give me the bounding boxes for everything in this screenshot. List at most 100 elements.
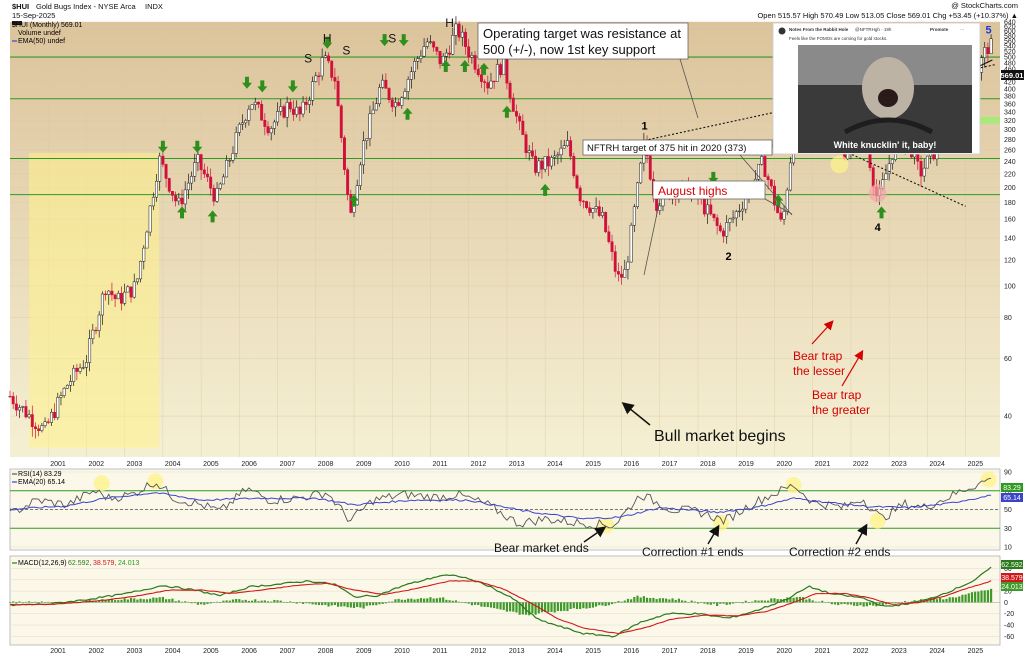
macd-histogram-bar [352, 602, 356, 608]
macd-histogram-bar [403, 599, 407, 603]
price-tick-label: 520 [1004, 49, 1016, 56]
candle-body [132, 281, 136, 298]
macd-x-tick-label: 2018 [700, 648, 716, 655]
macd-histogram-bar [553, 602, 556, 613]
macd-histogram-bar [368, 602, 372, 606]
macd-histogram-bar [814, 601, 817, 603]
macd-histogram-bar [196, 602, 200, 605]
candle-body [588, 207, 592, 213]
macd-histogram-bar [317, 602, 321, 606]
candle-body [244, 120, 248, 124]
tweet-account: Notes From the Rabbit Hole [789, 27, 849, 32]
candle-body [317, 75, 321, 77]
candle-body [323, 55, 327, 58]
macd-histogram-bar [687, 602, 690, 603]
macd-histogram-bar [410, 598, 413, 603]
candle-body [43, 421, 47, 426]
macd-histogram-bar [652, 597, 655, 603]
macd-histogram-bar [617, 601, 620, 603]
rsi-ema-last-value: 65.14 [1003, 495, 1021, 502]
macd-histogram-bar [792, 597, 795, 603]
candle-body [890, 159, 894, 165]
candle-body [346, 169, 350, 195]
arrow-down-icon [192, 140, 203, 153]
wave-label: 1 [641, 121, 647, 133]
arrow-up-icon [349, 194, 360, 207]
macd-histogram-bar [177, 600, 180, 603]
rsi-tick-label: 90 [1004, 470, 1012, 477]
macd-histogram-bar [477, 602, 480, 606]
candle-body [368, 113, 372, 139]
rsi-highlight [147, 473, 164, 490]
macd-histogram [8, 588, 993, 616]
macd-histogram-bar [856, 602, 859, 607]
price-tick-label: 560 [1004, 38, 1016, 45]
macd-last-value: 62.592 [1001, 562, 1023, 569]
candle-body [343, 137, 346, 170]
macd-histogram-bar [343, 602, 346, 607]
nftrh-target-box [582, 139, 773, 156]
candle-body [260, 103, 264, 121]
operating-target-line2: 500 (+/-), now 1st key support [483, 42, 656, 57]
arrow-up-icon [440, 59, 451, 72]
macd-histogram-bar [40, 601, 43, 603]
candle-body [702, 197, 706, 215]
bear-trap-greater-line1: Bear trap [812, 388, 862, 402]
macd-histogram-bar [802, 597, 805, 603]
macd-histogram-bar [668, 599, 671, 603]
macd-histogram-bar [222, 600, 225, 603]
macd-histogram-bar [964, 594, 967, 603]
candle-body [479, 74, 483, 82]
macd-histogram-bar [174, 601, 177, 603]
macd-histogram-bar [572, 602, 575, 609]
macd-histogram-bar [518, 602, 521, 615]
macd-histogram-bar [751, 601, 754, 603]
bull-market-arrow [621, 402, 651, 426]
candle-body [502, 56, 506, 76]
bear-trap-lesser-arrow [811, 320, 834, 345]
operating-target-pointer [679, 58, 699, 119]
price-tick-label: 500 [1004, 55, 1016, 62]
candle-body [311, 81, 315, 101]
macd-histogram-bar [690, 600, 693, 603]
rsi-tick-label: 30 [1004, 526, 1012, 533]
arrow-up-icon [177, 206, 188, 219]
candle-body [237, 123, 241, 133]
macd-histogram-bar [31, 602, 34, 603]
macd-histogram-bar [28, 601, 31, 603]
macd-x-tick-label: 2012 [471, 648, 487, 655]
macd-histogram-bar [362, 602, 365, 609]
price-x-tick-label: 2013 [509, 461, 525, 468]
macd-histogram-bar [604, 602, 607, 606]
tweet-image-caption: White knucklin' it, baby! [834, 140, 937, 150]
macd-histogram-bar [728, 602, 731, 605]
candle-body [142, 247, 146, 262]
candle-body [282, 106, 286, 118]
macd-histogram-bar [655, 599, 658, 603]
candle-body [212, 188, 216, 202]
macd-x-tick-label: 2025 [968, 648, 984, 655]
macd-histogram-bar [980, 590, 983, 603]
candle-body [393, 102, 397, 108]
arrow-down-icon [157, 140, 168, 153]
price-x-tick-label: 2001 [50, 461, 66, 468]
candle-body [167, 178, 171, 192]
pattern-label: S [342, 43, 350, 57]
price-tick-label: 620 [1004, 24, 1016, 31]
macd-histogram-bar [145, 599, 149, 603]
candle-body [922, 167, 926, 177]
august-highs-text: August highs [658, 184, 727, 198]
price-tick-label: 140 [1004, 236, 1016, 243]
macd-histogram-bar [435, 598, 438, 603]
macd-histogram-bar [872, 602, 875, 606]
macd-x-tick-label: 2009 [356, 648, 372, 655]
price-panel: SHSSHS 12345 406080100120140160180200220… [8, 16, 1024, 468]
price-tick-label: 240 [1004, 159, 1016, 166]
candle-body [486, 82, 490, 89]
candle-body [209, 176, 213, 189]
macd-histogram-bar [422, 598, 426, 603]
macd-histogram-bar [387, 601, 391, 603]
macd-histogram-bar [133, 598, 136, 603]
macd-histogram-bar [168, 599, 171, 603]
tweet-promote: Promote [930, 27, 949, 32]
